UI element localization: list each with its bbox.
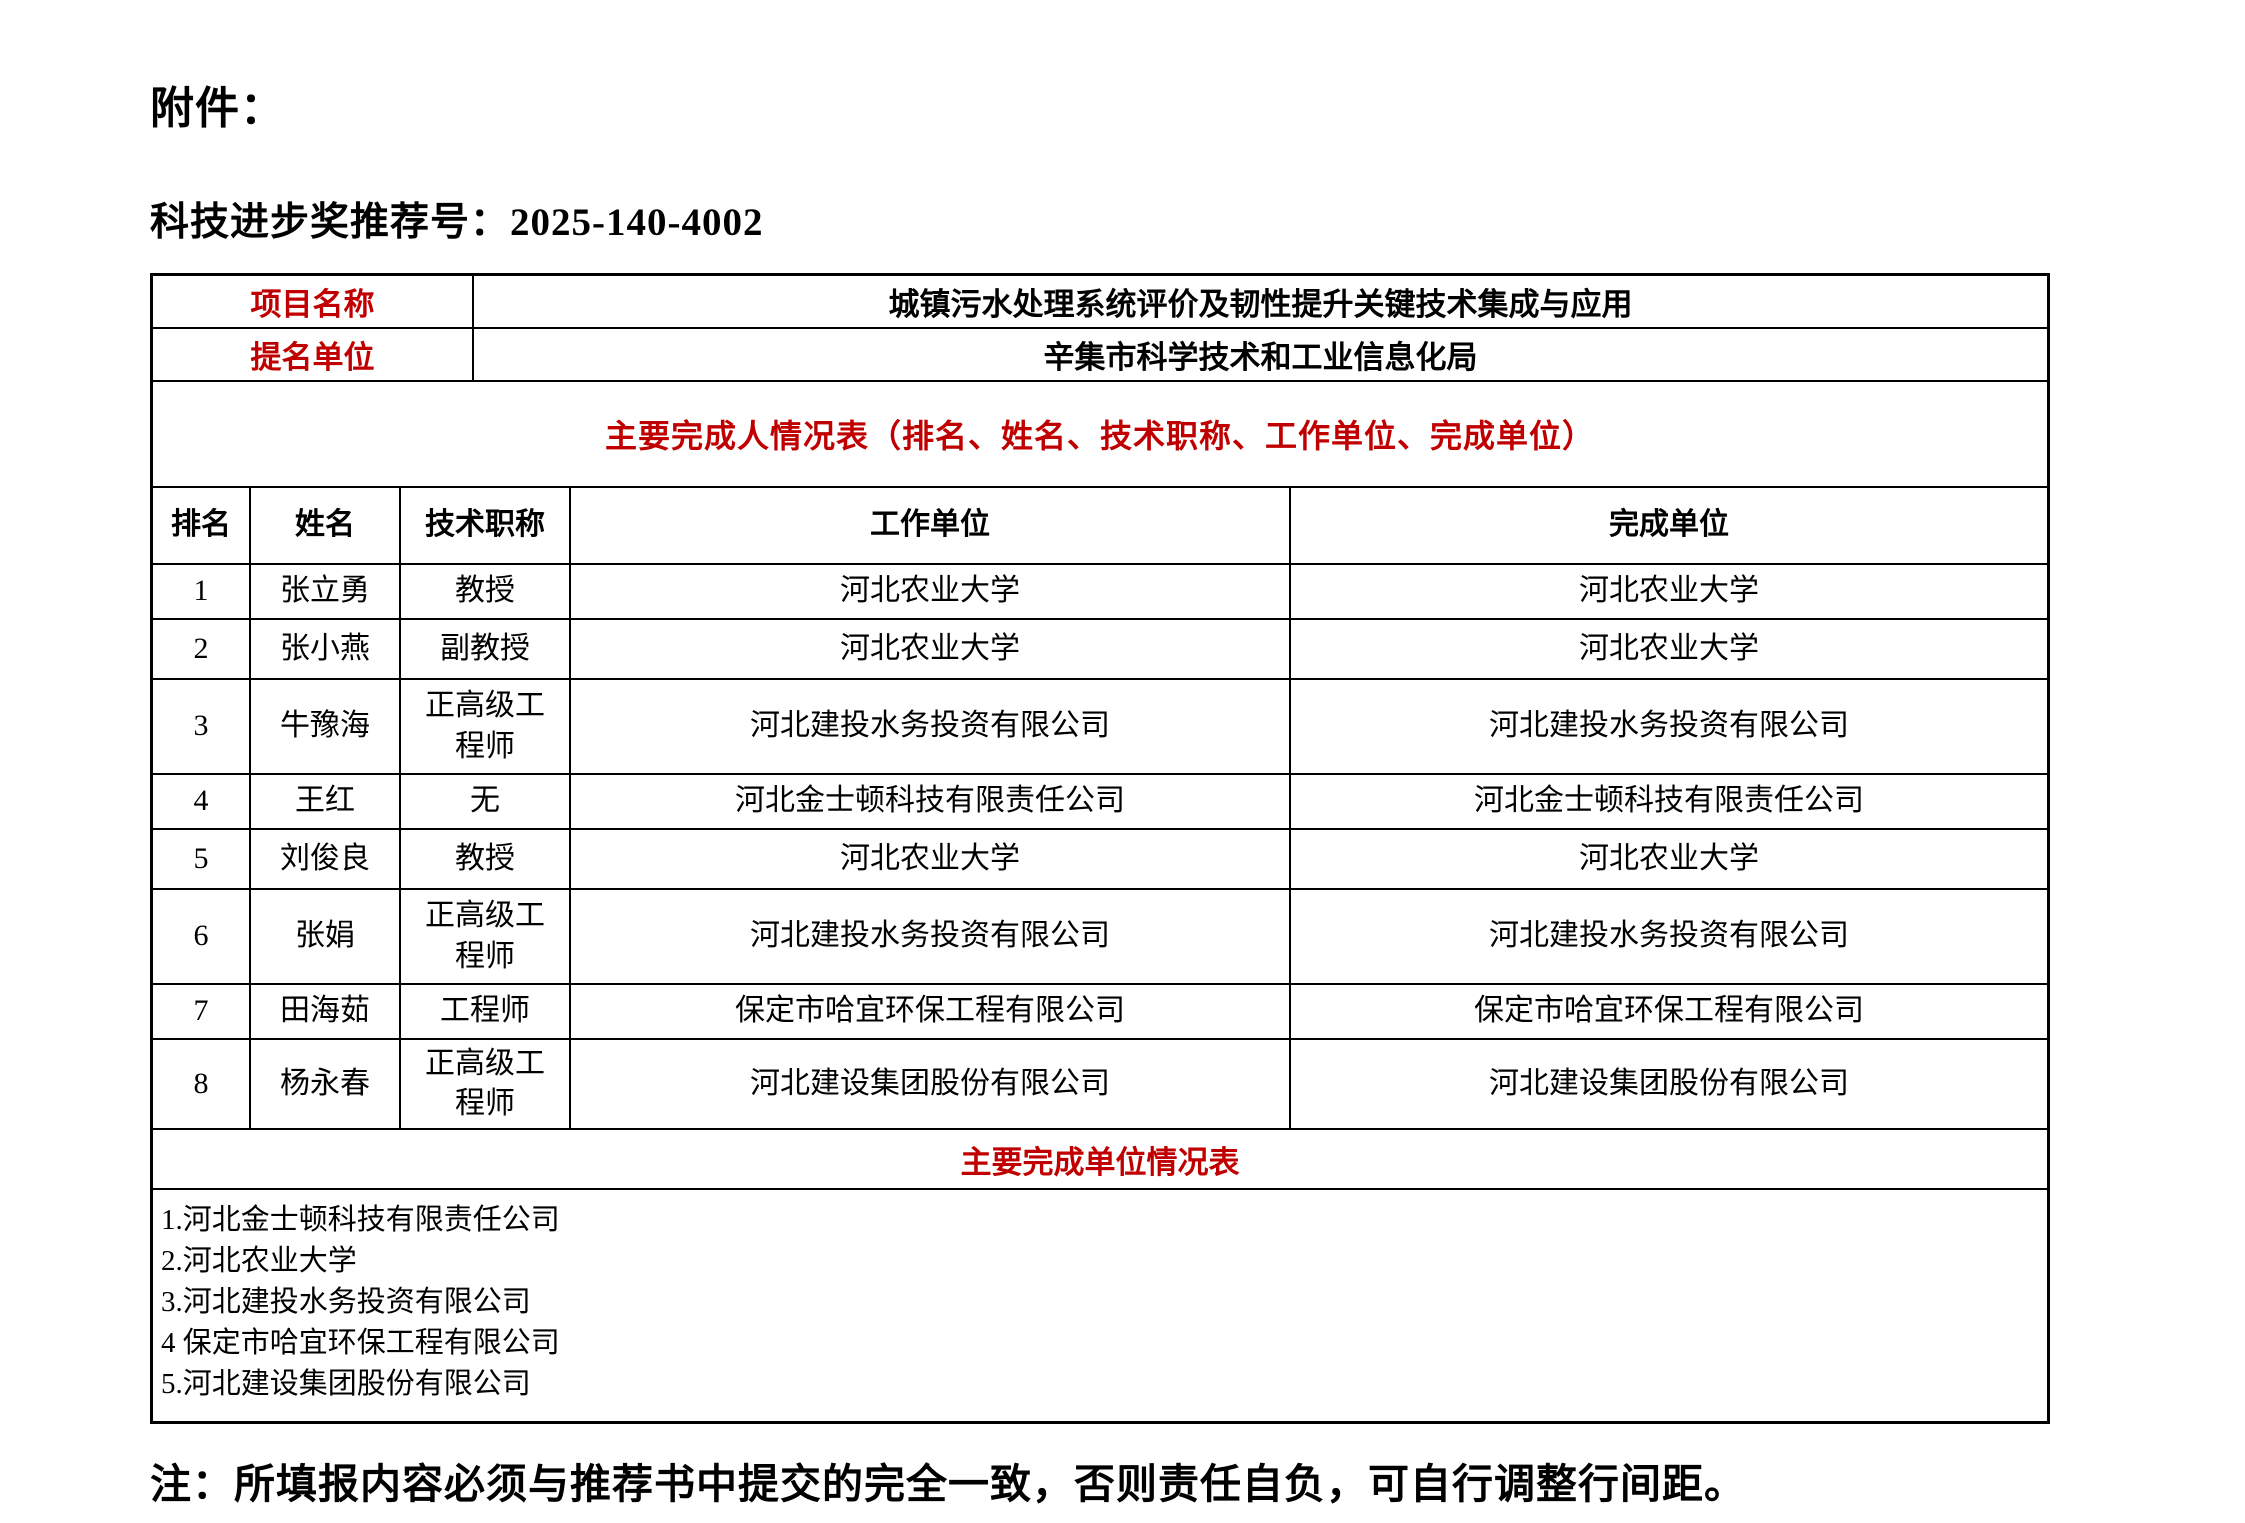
nominator-row: 提名单位 辛集市科学技术和工业信息化局 xyxy=(153,329,2047,382)
name-cell: 杨永春 xyxy=(250,1039,401,1130)
completion-unit-cell: 河北农业大学 xyxy=(1290,829,2047,890)
rank-cell: 8 xyxy=(153,1039,251,1130)
completion-unit-cell: 河北农业大学 xyxy=(1290,619,2047,680)
completion-unit-cell: 河北金士顿科技有限责任公司 xyxy=(1290,774,2047,830)
rank-cell: 1 xyxy=(153,564,251,620)
unit-item: 1.河北金士顿科技有限责任公司 xyxy=(161,1204,560,1236)
title-cell: 正高级工程师 xyxy=(400,1039,571,1130)
title-cell: 正高级工程师 xyxy=(400,889,571,985)
recommendation-number-label: 科技进步奖推荐号： xyxy=(150,201,511,244)
name-cell: 刘俊良 xyxy=(250,829,401,890)
unit-item: 2.河北农业大学 xyxy=(161,1245,357,1277)
title-cell: 副教授 xyxy=(400,619,571,680)
work-unit-cell: 河北农业大学 xyxy=(570,829,1291,890)
unit-item: 5.河北建设集团股份有限公司 xyxy=(161,1368,531,1400)
completers-header-row: 排名 姓名 技术职称 工作单位 完成单位 xyxy=(153,488,2047,565)
name-cell: 王红 xyxy=(250,774,401,830)
rank-cell: 5 xyxy=(153,829,251,890)
title-cell: 工程师 xyxy=(400,984,571,1040)
work-unit-cell: 河北建设集团股份有限公司 xyxy=(570,1039,1291,1130)
project-name-value: 城镇污水处理系统评价及韧性提升关键技术集成与应用 xyxy=(888,287,1633,322)
name-cell: 牛豫海 xyxy=(250,679,401,775)
nominator-value: 辛集市科学技术和工业信息化局 xyxy=(1043,340,1478,375)
column-header-rank: 排名 xyxy=(153,488,251,565)
name-cell: 张娟 xyxy=(250,889,401,985)
person-row: 1 张立勇 教授 河北农业大学 河北农业大学 xyxy=(153,564,2047,620)
title-cell: 教授 xyxy=(400,564,571,620)
person-row: 2 张小燕 副教授 河北农业大学 河北农业大学 xyxy=(153,619,2047,680)
column-header-work-unit: 工作单位 xyxy=(570,488,1291,565)
person-row: 4 王红 无 河北金士顿科技有限责任公司 河北金士顿科技有限责任公司 xyxy=(153,774,2047,830)
completers-table: 排名 姓名 技术职称 工作单位 完成单位 1 张立勇 教授 河北农业大学 河北农… xyxy=(153,488,2047,1130)
project-name-label: 项目名称 xyxy=(153,276,474,327)
units-section-title: 主要完成单位情况表 xyxy=(153,1130,2047,1190)
column-header-title: 技术职称 xyxy=(400,488,571,565)
rank-cell: 6 xyxy=(153,889,251,985)
column-header-name: 姓名 xyxy=(250,488,401,565)
unit-item: 3.河北建投水务投资有限公司 xyxy=(161,1286,531,1318)
work-unit-cell: 河北农业大学 xyxy=(570,619,1291,680)
rank-cell: 4 xyxy=(153,774,251,830)
completion-unit-cell: 保定市哈宜环保工程有限公司 xyxy=(1290,984,2047,1040)
rank-cell: 3 xyxy=(153,679,251,775)
attachment-heading: 附件： xyxy=(150,84,285,133)
recommendation-number-value: 2025-140-4002 xyxy=(510,201,764,244)
completion-unit-cell: 河北建投水务投资有限公司 xyxy=(1290,889,2047,985)
person-row: 5 刘俊良 教授 河北农业大学 河北农业大学 xyxy=(153,829,2047,890)
column-header-completion-unit: 完成单位 xyxy=(1290,488,2047,565)
nominator-label: 提名单位 xyxy=(153,329,474,380)
completion-unit-cell: 河北建投水务投资有限公司 xyxy=(1290,679,2047,775)
name-cell: 田海茹 xyxy=(250,984,401,1040)
work-unit-cell: 河北农业大学 xyxy=(570,564,1291,620)
units-list: 1.河北金士顿科技有限责任公司 2.河北农业大学 3.河北建投水务投资有限公司 … xyxy=(153,1190,2047,1421)
completers-section-title: 主要完成人情况表（排名、姓名、技术职称、工作单位、完成单位） xyxy=(153,382,2047,488)
work-unit-cell: 河北建投水务投资有限公司 xyxy=(570,679,1291,775)
completion-unit-cell: 河北农业大学 xyxy=(1290,564,2047,620)
work-unit-cell: 保定市哈宜环保工程有限公司 xyxy=(570,984,1291,1040)
name-cell: 张立勇 xyxy=(250,564,401,620)
name-cell: 张小燕 xyxy=(250,619,401,680)
rank-cell: 7 xyxy=(153,984,251,1040)
person-row: 8 杨永春 正高级工程师 河北建设集团股份有限公司 河北建设集团股份有限公司 xyxy=(153,1039,2047,1130)
rank-cell: 2 xyxy=(153,619,251,680)
person-row: 7 田海茹 工程师 保定市哈宜环保工程有限公司 保定市哈宜环保工程有限公司 xyxy=(153,984,2047,1040)
project-name-row: 项目名称 城镇污水处理系统评价及韧性提升关键技术集成与应用 xyxy=(153,276,2047,329)
work-unit-cell: 河北金士顿科技有限责任公司 xyxy=(570,774,1291,830)
title-cell: 正高级工程师 xyxy=(400,679,571,775)
title-cell: 教授 xyxy=(400,829,571,890)
recommendation-number-line: 科技进步奖推荐号：2025-140-4002 xyxy=(150,191,2245,247)
award-table: 项目名称 城镇污水处理系统评价及韧性提升关键技术集成与应用 提名单位 辛集市科学… xyxy=(150,273,2050,1424)
completion-unit-cell: 河北建设集团股份有限公司 xyxy=(1290,1039,2047,1130)
unit-item: 4 保定市哈宜环保工程有限公司 xyxy=(161,1327,560,1359)
footer-note: 注：所填报内容必须与推荐书中提交的完全一致，否则责任自负，可自行调整行间距。 xyxy=(150,1461,1746,1507)
title-cell: 无 xyxy=(400,774,571,830)
person-row: 6 张娟 正高级工程师 河北建投水务投资有限公司 河北建投水务投资有限公司 xyxy=(153,889,2047,985)
person-row: 3 牛豫海 正高级工程师 河北建投水务投资有限公司 河北建投水务投资有限公司 xyxy=(153,679,2047,775)
work-unit-cell: 河北建投水务投资有限公司 xyxy=(570,889,1291,985)
